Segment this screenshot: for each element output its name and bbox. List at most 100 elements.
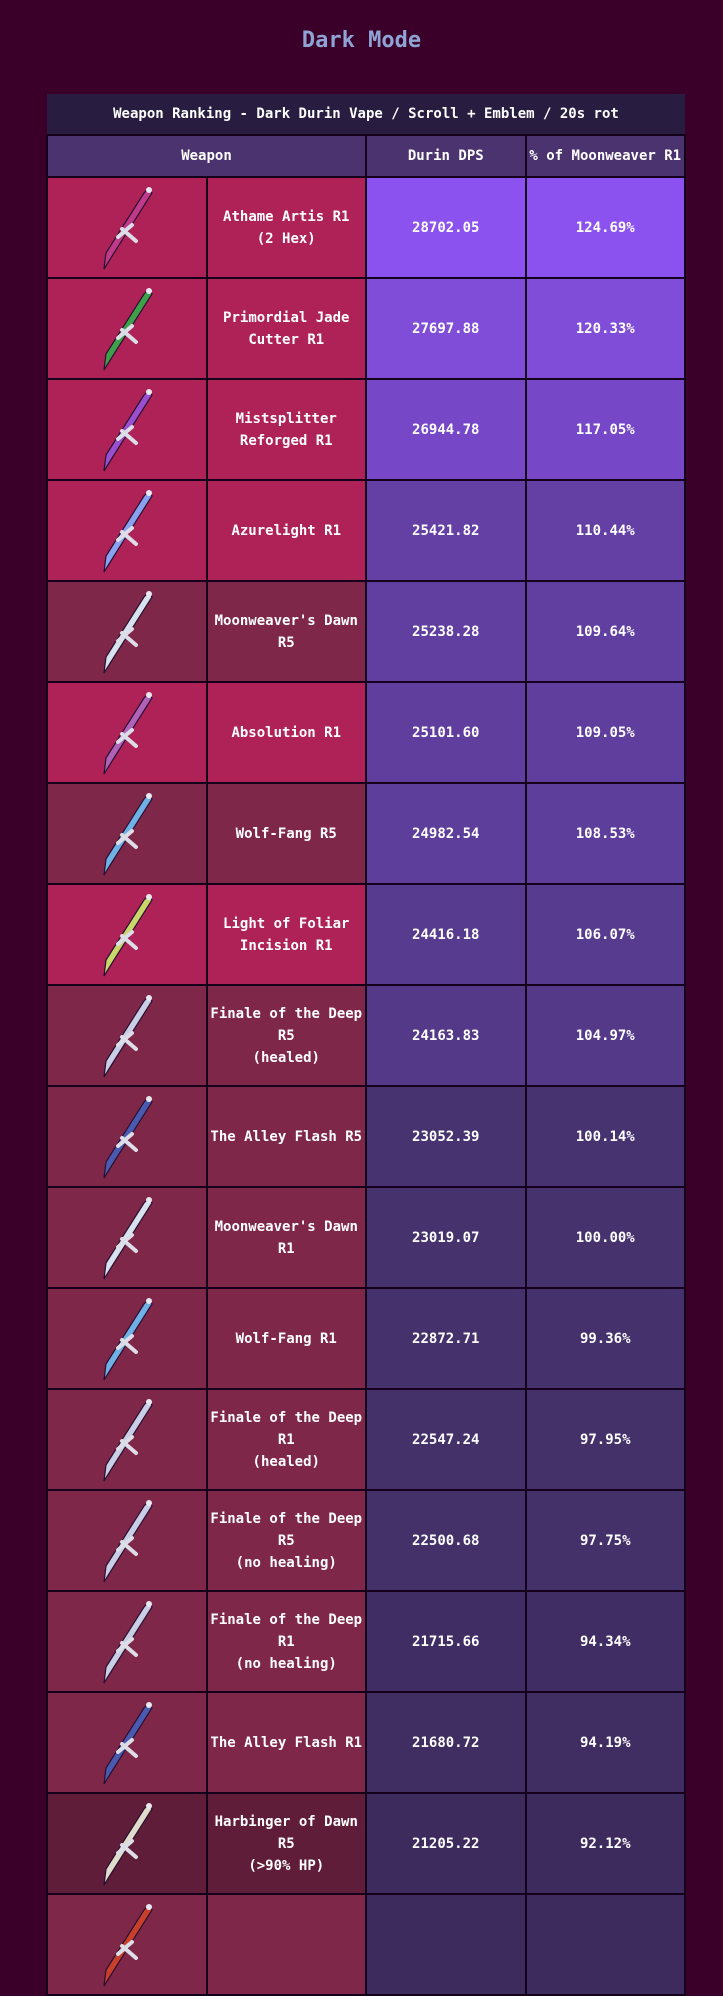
percent-value: 97.95% [524,1388,686,1491]
finale-of-the-deep-icon [103,1398,153,1481]
wolf-fang-icon [103,1297,153,1380]
table-row: Absolution R1 25101.60 109.05% [46,681,686,784]
table-row: Harbinger of Dawn R5 (>90% HP) 21205.22 … [46,1792,686,1895]
weapon-icon-cell [46,580,208,683]
table-row: Wolf-Fang R1 22872.71 99.36% [46,1287,686,1390]
weapon-name: Harbinger of Dawn R5 [214,1813,358,1852]
table-row [46,1893,686,1996]
table-row: Mistsplitter Reforged R1 26944.78 117.05… [46,378,686,481]
durin-dps-value: 24982.54 [365,782,527,885]
weapon-name-cell: Finale of the Deep R5 (healed) [205,984,367,1087]
weapon-name: Finale of the Deep R5 [210,1005,363,1044]
weapon-name: Moonweaver's Dawn R1 [214,1218,358,1257]
weapon-name-cell: Wolf-Fang R5 [205,782,367,885]
durin-dps-value: 27697.88 [365,277,527,380]
weapon-name: The Alley Flash R1 [210,1734,363,1751]
sword-icon [103,1903,153,1986]
table-row: Primordial Jade Cutter R1 27697.88 120.3… [46,277,686,380]
percent-value [524,1893,686,1996]
percent-value: 94.34% [524,1590,686,1693]
finale-of-the-deep-icon [103,994,153,1077]
durin-dps-value: 25421.82 [365,479,527,582]
durin-dps-value: 25238.28 [365,580,527,683]
table-row: Finale of the Deep R5 (healed) 24163.83 … [46,984,686,1087]
weapon-icon-cell [46,277,208,380]
weapon-icon-cell [46,1388,208,1491]
durin-dps-value: 24163.83 [365,984,527,1087]
weapon-icon-cell [46,1287,208,1390]
moonweavers-dawn-icon [103,1196,153,1279]
weapon-icon-cell [46,782,208,885]
weapon-name-cell: Finale of the Deep R1 (healed) [205,1388,367,1491]
durin-dps-value: 26944.78 [365,378,527,481]
weapon-name-cell: Primordial Jade Cutter R1 [205,277,367,380]
durin-dps-value: 21680.72 [365,1691,527,1794]
weapon-icon-cell [46,1186,208,1289]
weapon-name-cell: Wolf-Fang R1 [205,1287,367,1390]
percent-value: 120.33% [524,277,686,380]
table-row: Athame Artis R1 (2 Hex) 28702.05 124.69% [46,176,686,279]
weapon-icon-cell [46,1085,208,1188]
weapon-name: Azurelight R1 [231,522,342,539]
weapon-name-cell: The Alley Flash R5 [205,1085,367,1188]
weapon-icon-cell [46,883,208,986]
weapon-name-cell: Azurelight R1 [205,479,367,582]
wolf-fang-icon [103,792,153,875]
weapon-name: The Alley Flash R5 [210,1128,363,1145]
percent-value: 99.36% [524,1287,686,1390]
percent-value: 110.44% [524,479,686,582]
durin-dps-value: 21715.66 [365,1590,527,1693]
absolution-icon [103,691,153,774]
weapon-icon-cell [46,1590,208,1693]
weapon-note: (no healing) [235,1554,337,1571]
weapon-name: Wolf-Fang R1 [235,1330,337,1347]
table-row: Azurelight R1 25421.82 110.44% [46,479,686,582]
weapon-name: Finale of the Deep R1 [210,1409,363,1448]
header-weapon: Weapon [46,134,367,178]
header-durin-dps: Durin DPS [365,134,527,178]
percent-value: 106.07% [524,883,686,986]
table-row: Moonweaver's Dawn R5 25238.28 109.64% [46,580,686,683]
weapon-icon-cell [46,1893,208,1996]
percent-value: 108.53% [524,782,686,885]
primordial-jade-cutter-icon [103,287,153,370]
harbinger-of-dawn-icon [103,1802,153,1885]
weapon-name: Absolution R1 [231,724,342,741]
weapon-name-cell: Light of Foliar Incision R1 [205,883,367,986]
mistsplitter-reforged-icon [103,388,153,471]
weapon-name-cell: Absolution R1 [205,681,367,784]
weapon-icon-cell [46,1792,208,1895]
table-row: Finale of the Deep R1 (healed) 22547.24 … [46,1388,686,1491]
weapon-name-cell: Moonweaver's Dawn R5 [205,580,367,683]
weapon-icon-cell [46,479,208,582]
table-row: Light of Foliar Incision R1 24416.18 106… [46,883,686,986]
header-percent: % of Moonweaver R1 [524,134,686,178]
durin-dps-value: 23052.39 [365,1085,527,1188]
weapon-name: Primordial Jade Cutter R1 [223,309,350,348]
athame-artis-icon [103,186,153,269]
weapon-name: Mistsplitter Reforged R1 [235,410,337,449]
weapon-icon-cell [46,1489,208,1592]
durin-dps-value: 22872.71 [365,1287,527,1390]
percent-value: 109.05% [524,681,686,784]
finale-of-the-deep-icon [103,1499,153,1582]
percent-value: 100.14% [524,1085,686,1188]
weapon-name: Moonweaver's Dawn R5 [214,612,358,651]
percent-value: 104.97% [524,984,686,1087]
percent-value: 97.75% [524,1489,686,1592]
weapon-icon-cell [46,378,208,481]
weapon-note: (no healing) [235,1655,337,1672]
durin-dps-value: 24416.18 [365,883,527,986]
table-row: Finale of the Deep R5 (no healing) 22500… [46,1489,686,1592]
azurelight-icon [103,489,153,572]
percent-value: 124.69% [524,176,686,279]
table-row: The Alley Flash R5 23052.39 100.14% [46,1085,686,1188]
table-row: The Alley Flash R1 21680.72 94.19% [46,1691,686,1794]
light-of-foliar-incision-icon [103,893,153,976]
table-row: Moonweaver's Dawn R1 23019.07 100.00% [46,1186,686,1289]
table-row: Wolf-Fang R5 24982.54 108.53% [46,782,686,885]
percent-value: 100.00% [524,1186,686,1289]
weapon-icon-cell [46,984,208,1087]
the-alley-flash-icon [103,1701,153,1784]
percent-value: 94.19% [524,1691,686,1794]
